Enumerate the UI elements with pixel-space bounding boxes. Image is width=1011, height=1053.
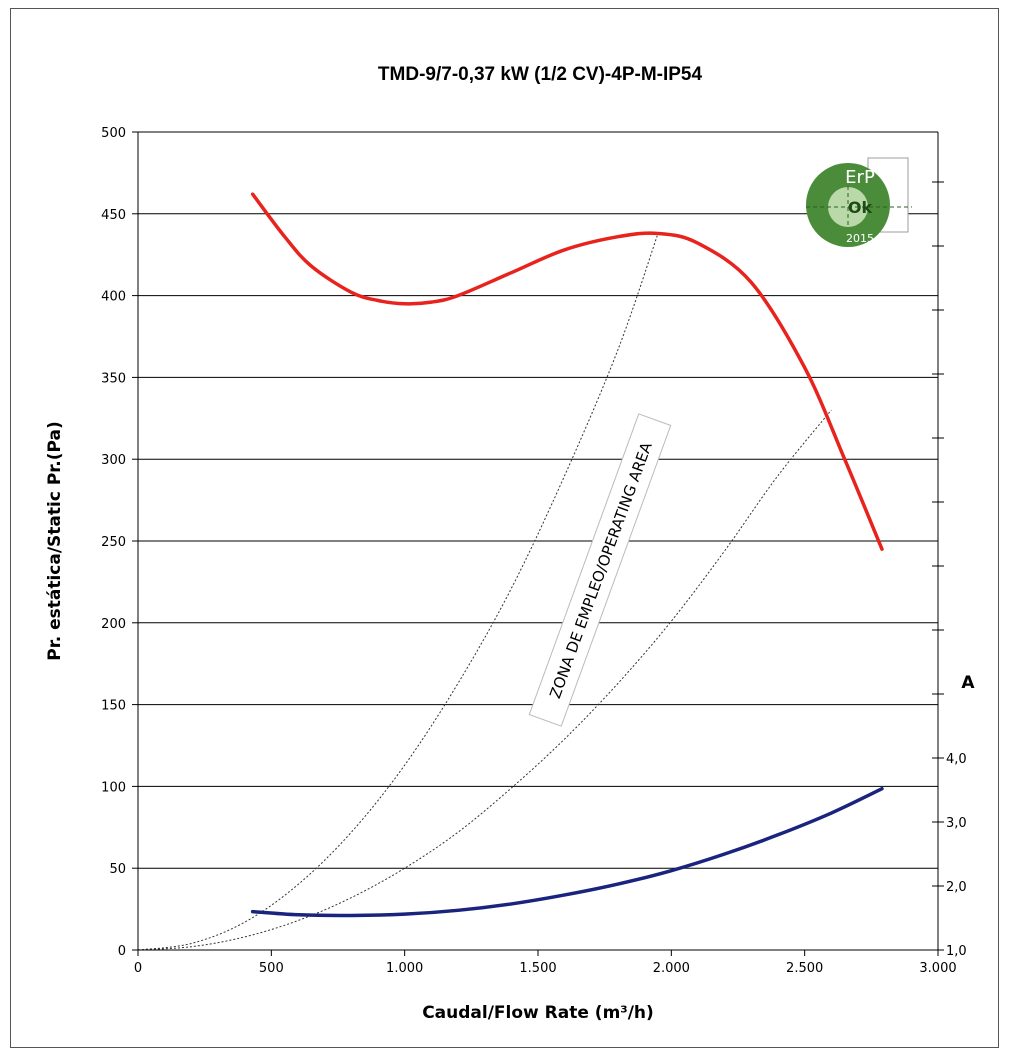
y-ticks: 0 50 100 150 200 250 300 350 400 450 500 [101, 126, 138, 959]
y-tick-label: 500 [101, 126, 126, 141]
x-axis-label: Caudal/Flow Rate (m³/h) [422, 1003, 654, 1023]
chart-title: TMD-9/7-0,37 kW (1/2 CV)-4P-M-IP54 [378, 64, 703, 85]
operating-area-line [137, 233, 659, 951]
right-tick-label: 1,0 [946, 944, 967, 959]
y-tick-label: 150 [101, 699, 126, 714]
annotation-text: ZONA DE EMPLEO/OPERATING AREA [546, 439, 656, 701]
y-tick-label: 100 [101, 780, 126, 795]
operating-area-lines [137, 233, 832, 951]
right-ticks: 1,0 2,0 3,0 4,0 [932, 181, 967, 959]
x-ticks: 0 500 1.000 1.500 2.000 2.500 3.000 [134, 950, 957, 976]
y-tick-label: 350 [101, 371, 126, 386]
x-tick-label: 2.500 [786, 961, 823, 976]
x-tick-label: 1.000 [386, 961, 423, 976]
x-tick-label: 2.000 [653, 961, 690, 976]
annotation-box [528, 413, 672, 727]
x-tick-label: 0 [134, 961, 142, 976]
logo-ok-text: Ok [848, 198, 873, 217]
y-tick-label: 50 [109, 862, 126, 877]
chart-frame [10, 8, 999, 1048]
y-tick-label: 200 [101, 617, 126, 632]
right-tick-label: 2,0 [946, 880, 967, 895]
erp-logo: ErP Ok 2015 [806, 157, 912, 247]
x-tick-label: 500 [259, 961, 284, 976]
y-tick-label: 250 [101, 535, 126, 550]
right-tick-label: 3,0 [946, 816, 967, 831]
current-curve [250, 786, 884, 918]
logo-year-text: 2015 [846, 232, 874, 245]
operating-area-annotation: ZONA DE EMPLEO/OPERATING AREA [528, 413, 672, 727]
series-group [250, 192, 884, 918]
y-tick-label: 0 [118, 944, 126, 959]
logo-erp-text: ErP [845, 167, 875, 188]
y-axis-label: Pr. estática/Static Pr.(Pa) [45, 421, 65, 660]
x-tick-label: 1.500 [519, 961, 556, 976]
x-tick-label: 3.000 [919, 961, 956, 976]
y-tick-label: 400 [101, 290, 126, 305]
y-tick-label: 450 [101, 208, 126, 223]
operating-area-line [137, 409, 832, 951]
grid [138, 131, 938, 869]
y2-axis-label: A [961, 673, 975, 693]
y-tick-label: 300 [101, 453, 126, 468]
right-tick-label: 4,0 [946, 752, 967, 767]
pressure-curve [250, 192, 884, 551]
